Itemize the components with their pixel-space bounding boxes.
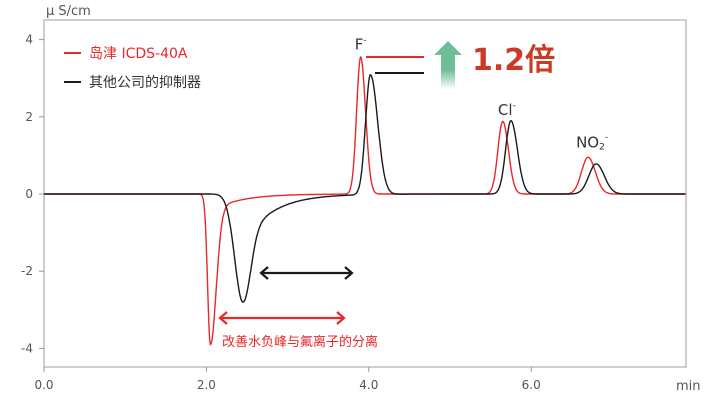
y-tick-label: 4 [25,33,33,47]
x-tick-label: 0.0 [34,378,53,392]
peak-label: F- [355,35,367,53]
x-tick-label: 4.0 [359,378,378,392]
x-tick-label: 2.0 [197,378,216,392]
legend-label-shimadzu: 岛津 ICDS-40A [89,46,188,62]
black-double-arrow [259,266,354,280]
x-tick-label: 6.0 [522,378,541,392]
peak-label: Cl- [498,101,516,119]
x-axis-label: min [676,379,701,394]
y-tick-label: -2 [21,264,33,278]
y-tick-label: 0 [25,187,33,201]
legend-label-other: 其他公司的抑制器 [89,75,201,91]
increase-arrow-icon [434,41,462,89]
y-axis-label: μ S/cm [46,4,91,19]
red-double-arrow [218,311,346,325]
series-line-1 [44,74,686,303]
y-tick-label: -4 [21,341,33,355]
series-line-0 [44,56,686,346]
peak-label: NO2- [576,133,608,153]
y-tick-label: 2 [25,110,33,124]
ratio-text: 1.2倍 [472,43,555,78]
separation-text: 改善水负峰与氟离子的分离 [222,334,378,350]
